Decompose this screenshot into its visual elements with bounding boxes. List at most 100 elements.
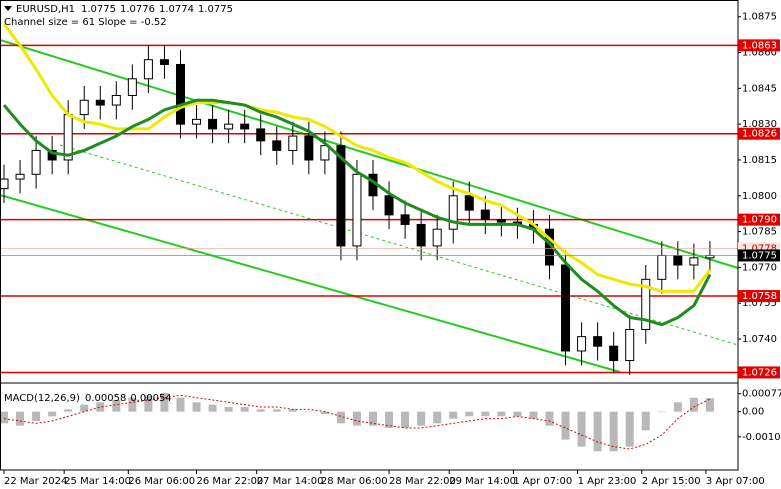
quote-value: 1.0775 bbox=[81, 4, 116, 15]
x-tick-label: 2 Apr 15:00 bbox=[642, 476, 701, 487]
macd-bar bbox=[80, 404, 89, 412]
candle-body bbox=[689, 257, 699, 266]
candle-body bbox=[272, 140, 282, 151]
macd-bar bbox=[96, 402, 105, 412]
candle-body bbox=[175, 63, 185, 125]
candle-body bbox=[593, 336, 603, 347]
macd-bar bbox=[689, 397, 698, 412]
labels: 1.0875 1.0860 1.0845 1.0830 1.0815 1.0800 1.07… bbox=[3, 4, 781, 487]
level-label-bg bbox=[738, 127, 780, 140]
macd-bar bbox=[449, 411, 458, 419]
x-tick-label: 28 Mar 22:00 bbox=[389, 476, 456, 487]
candle-body bbox=[705, 254, 715, 259]
macd-bar bbox=[352, 411, 361, 426]
price-label: 1.0778 bbox=[742, 243, 777, 254]
channel-lower bbox=[0, 194, 621, 373]
quote-value: 1.0776 bbox=[120, 4, 155, 15]
candle-body bbox=[577, 336, 587, 352]
macd-bar bbox=[272, 409, 281, 412]
macd-bar bbox=[336, 411, 345, 424]
x-tick-label: 28 Mar 06:00 bbox=[321, 476, 388, 487]
candle-body bbox=[673, 254, 683, 266]
macd-bar bbox=[433, 411, 442, 424]
marks bbox=[0, 22, 738, 452]
macd-bar bbox=[609, 411, 618, 452]
macd-bar bbox=[144, 395, 153, 412]
macd-bar bbox=[705, 398, 714, 412]
macd-bar bbox=[32, 411, 41, 421]
x-tick-label: 1 Apr 23:00 bbox=[578, 476, 637, 487]
candle-body bbox=[79, 99, 89, 116]
candle-body bbox=[352, 173, 362, 247]
macd-bar bbox=[593, 411, 602, 452]
moving-average bbox=[2, 98, 712, 327]
macd-bar bbox=[128, 397, 137, 412]
macd-bar bbox=[529, 411, 538, 419]
x-tick-label: 1 Apr 07:00 bbox=[513, 476, 572, 487]
macd-bar bbox=[64, 409, 73, 412]
quote-value: 1.0774 bbox=[159, 4, 194, 15]
candle-body bbox=[95, 99, 105, 106]
quote-value: 1.0775 bbox=[198, 4, 233, 15]
level-label: 1.0758 bbox=[742, 291, 777, 302]
candle-body bbox=[657, 254, 667, 280]
macd-bar bbox=[385, 411, 394, 428]
candle-body bbox=[320, 145, 330, 161]
macd-bar bbox=[0, 411, 9, 424]
macd-bar bbox=[112, 400, 121, 412]
candle-body bbox=[47, 149, 57, 161]
candle-body bbox=[609, 345, 619, 362]
macd-bar bbox=[497, 411, 506, 417]
channel-middle bbox=[59, 144, 739, 346]
macd-bar bbox=[657, 411, 666, 413]
macd-bar bbox=[48, 411, 57, 417]
candle-body bbox=[625, 328, 635, 362]
candle-body bbox=[304, 135, 314, 161]
macd-bar bbox=[513, 411, 522, 417]
x-tick-label: 3 Apr 07:00 bbox=[706, 476, 765, 487]
candle-body bbox=[111, 95, 121, 106]
candle-body bbox=[192, 118, 202, 125]
level-label-bg bbox=[738, 290, 780, 303]
candle-body bbox=[208, 118, 218, 130]
y-tick-label: -0.00108 bbox=[742, 432, 781, 443]
macd-bar bbox=[304, 411, 313, 413]
x-tick-label: 29 Mar 14:00 bbox=[449, 476, 516, 487]
macd-bar bbox=[160, 393, 169, 412]
candle-body bbox=[224, 123, 234, 130]
macd-title: MACD(12,26,9) bbox=[4, 393, 80, 404]
y-tick-label: 1.0860 bbox=[742, 48, 777, 59]
y-tick-label: 1.0740 bbox=[742, 334, 777, 345]
candle-body bbox=[400, 214, 410, 225]
level-label-bg bbox=[738, 39, 780, 52]
candle-body bbox=[448, 195, 458, 230]
macd-bar bbox=[625, 411, 634, 447]
candle-body bbox=[416, 223, 426, 247]
level-label: 1.0726 bbox=[742, 367, 777, 378]
candle-body bbox=[31, 149, 41, 175]
candle-body bbox=[336, 145, 346, 247]
candle-body bbox=[384, 195, 394, 216]
candle-body bbox=[480, 209, 490, 221]
macd-bar bbox=[561, 411, 570, 440]
symbol-title: EURUSD,H1 bbox=[16, 4, 75, 15]
macd-bar bbox=[240, 407, 249, 412]
macd-signal bbox=[3, 394, 711, 450]
macd-bar bbox=[465, 411, 474, 417]
level-label-bg bbox=[738, 213, 780, 226]
header-icon bbox=[4, 6, 12, 11]
y-tick-label: 0.00077 bbox=[742, 389, 781, 400]
candle-body bbox=[15, 173, 25, 180]
channel-upper bbox=[0, 39, 739, 269]
candle-body bbox=[0, 178, 9, 190]
y-tick-label: 1.0785 bbox=[742, 227, 777, 238]
macd-bar bbox=[16, 411, 25, 426]
candle-body bbox=[240, 123, 250, 130]
channel-annotation: Channel size = 61 Slope = -0.52 bbox=[4, 17, 167, 28]
price-label-bg bbox=[738, 249, 780, 262]
macd-bar bbox=[224, 407, 233, 412]
y-tick-label: 1.0770 bbox=[742, 262, 777, 273]
macd-bar bbox=[417, 411, 426, 426]
x-tick-label: 26 Mar 06:00 bbox=[128, 476, 195, 487]
